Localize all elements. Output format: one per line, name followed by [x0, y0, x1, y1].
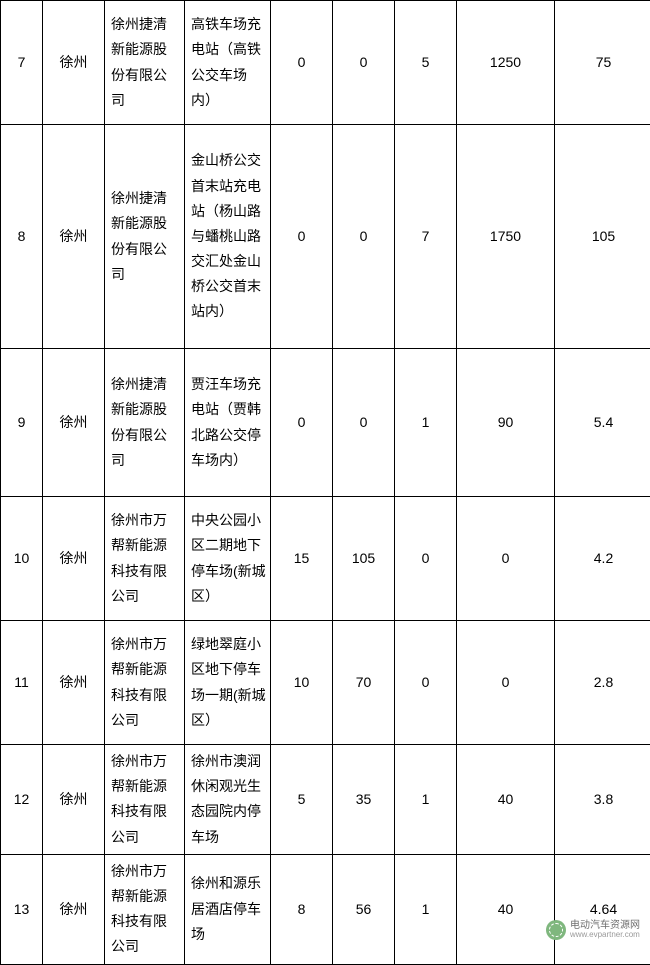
- company-cell: 徐州市万帮新能源科技有限公司: [105, 621, 185, 745]
- station-cell: 徐州和源乐居酒店停车场: [185, 854, 271, 964]
- value-cell: 15: [271, 497, 333, 621]
- city-cell: 徐州: [43, 621, 105, 745]
- value-cell: 7: [395, 125, 457, 349]
- company-cell: 徐州捷清新能源股份有限公司: [105, 125, 185, 349]
- value-cell: 0: [395, 621, 457, 745]
- value-cell: 90: [457, 349, 555, 497]
- value-cell: 3.8: [555, 745, 650, 855]
- company-cell: 徐州捷清新能源股份有限公司: [105, 349, 185, 497]
- value-cell: 70: [333, 621, 395, 745]
- company-cell: 徐州市万帮新能源科技有限公司: [105, 745, 185, 855]
- city-cell: 徐州: [43, 745, 105, 855]
- value-cell: 105: [555, 125, 650, 349]
- value-cell: 0: [333, 1, 395, 125]
- value-cell: 0: [271, 1, 333, 125]
- value-cell: 35: [333, 745, 395, 855]
- value-cell: 40: [457, 745, 555, 855]
- idx-cell: 11: [1, 621, 43, 745]
- idx-cell: 7: [1, 1, 43, 125]
- idx-cell: 10: [1, 497, 43, 621]
- table-row: 10徐州徐州市万帮新能源科技有限公司中央公园小区二期地下停车场(新城区）1510…: [1, 497, 650, 621]
- value-cell: 1250: [457, 1, 555, 125]
- value-cell: 1: [395, 745, 457, 855]
- value-cell: 1750: [457, 125, 555, 349]
- value-cell: 40: [457, 854, 555, 964]
- value-cell: 1: [395, 854, 457, 964]
- value-cell: 5.4: [555, 349, 650, 497]
- idx-cell: 9: [1, 349, 43, 497]
- value-cell: 4.2: [555, 497, 650, 621]
- company-cell: 徐州市万帮新能源科技有限公司: [105, 854, 185, 964]
- city-cell: 徐州: [43, 854, 105, 964]
- value-cell: 10: [271, 621, 333, 745]
- table-row: 9徐州徐州捷清新能源股份有限公司贾汪车场充电站（贾韩北路公交停车场内）00190…: [1, 349, 650, 497]
- value-cell: 0: [271, 349, 333, 497]
- station-cell: 金山桥公交首末站充电站（杨山路与蟠桃山路交汇处金山桥公交首末站内）: [185, 125, 271, 349]
- city-cell: 徐州: [43, 497, 105, 621]
- value-cell: 0: [395, 497, 457, 621]
- table-row: 11徐州徐州市万帮新能源科技有限公司绿地翠庭小区地下停车场一期(新城区）1070…: [1, 621, 650, 745]
- value-cell: 5: [271, 745, 333, 855]
- city-cell: 徐州: [43, 125, 105, 349]
- value-cell: 0: [333, 349, 395, 497]
- idx-cell: 8: [1, 125, 43, 349]
- value-cell: 75: [555, 1, 650, 125]
- idx-cell: 12: [1, 745, 43, 855]
- table-row: 13徐州徐州市万帮新能源科技有限公司徐州和源乐居酒店停车场8561404.64: [1, 854, 650, 964]
- watermark-logo-icon: [546, 920, 566, 940]
- station-cell: 徐州市澳润休闲观光生态园院内停车场: [185, 745, 271, 855]
- watermark: 电动汽车资源网 www.evpartner.com: [546, 920, 640, 940]
- city-cell: 徐州: [43, 349, 105, 497]
- value-cell: 0: [333, 125, 395, 349]
- station-cell: 绿地翠庭小区地下停车场一期(新城区）: [185, 621, 271, 745]
- table-row: 12徐州徐州市万帮新能源科技有限公司徐州市澳润休闲观光生态园院内停车场53514…: [1, 745, 650, 855]
- station-cell: 贾汪车场充电站（贾韩北路公交停车场内）: [185, 349, 271, 497]
- value-cell: 0: [271, 125, 333, 349]
- value-cell: 0: [457, 621, 555, 745]
- value-cell: 0: [457, 497, 555, 621]
- idx-cell: 13: [1, 854, 43, 964]
- station-cell: 中央公园小区二期地下停车场(新城区）: [185, 497, 271, 621]
- value-cell: 2.8: [555, 621, 650, 745]
- city-cell: 徐州: [43, 1, 105, 125]
- value-cell: 56: [333, 854, 395, 964]
- table-row: 8徐州徐州捷清新能源股份有限公司金山桥公交首末站充电站（杨山路与蟠桃山路交汇处金…: [1, 125, 650, 349]
- value-cell: 105: [333, 497, 395, 621]
- company-cell: 徐州市万帮新能源科技有限公司: [105, 497, 185, 621]
- stations-table: 7徐州徐州捷清新能源股份有限公司高铁车场充电站（高铁公交车场内）00512507…: [0, 0, 650, 965]
- watermark-text-url: www.evpartner.com: [570, 931, 640, 939]
- value-cell: 8: [271, 854, 333, 964]
- table-row: 7徐州徐州捷清新能源股份有限公司高铁车场充电站（高铁公交车场内）00512507…: [1, 1, 650, 125]
- value-cell: 5: [395, 1, 457, 125]
- station-cell: 高铁车场充电站（高铁公交车场内）: [185, 1, 271, 125]
- value-cell: 1: [395, 349, 457, 497]
- company-cell: 徐州捷清新能源股份有限公司: [105, 1, 185, 125]
- value-cell: 4.64: [555, 854, 650, 964]
